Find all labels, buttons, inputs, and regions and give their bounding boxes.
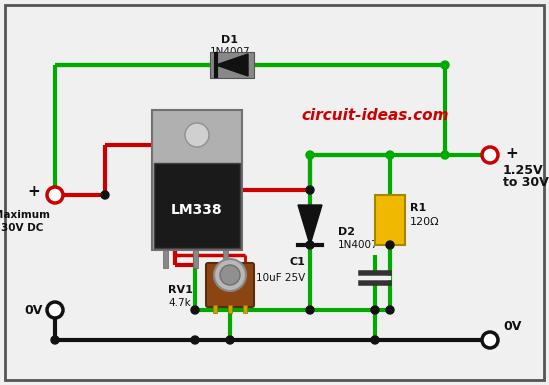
Text: RV1: RV1: [167, 285, 193, 295]
Circle shape: [220, 265, 240, 285]
Circle shape: [191, 306, 199, 314]
Text: C1: C1: [289, 257, 305, 267]
Bar: [210, 52, 254, 78]
Circle shape: [371, 306, 379, 314]
Circle shape: [51, 191, 59, 199]
Circle shape: [51, 336, 59, 344]
Text: 10uF 25V: 10uF 25V: [256, 273, 305, 283]
Bar: [222, 250, 227, 268]
Text: 1.25V: 1.25V: [503, 164, 544, 176]
Circle shape: [185, 123, 209, 147]
Circle shape: [101, 191, 109, 199]
Circle shape: [47, 187, 63, 203]
Circle shape: [306, 186, 314, 194]
Polygon shape: [298, 205, 322, 245]
Circle shape: [306, 151, 314, 159]
Polygon shape: [216, 54, 248, 76]
Circle shape: [441, 151, 449, 159]
Text: 30V DC: 30V DC: [1, 223, 43, 233]
Circle shape: [226, 336, 234, 344]
Text: 0V: 0V: [503, 320, 522, 333]
Text: 1N4007: 1N4007: [210, 47, 250, 57]
Circle shape: [306, 241, 314, 249]
Text: to 30V: to 30V: [503, 176, 549, 189]
FancyBboxPatch shape: [154, 163, 240, 248]
Circle shape: [47, 302, 63, 318]
Text: circuit-ideas.com: circuit-ideas.com: [301, 107, 449, 122]
Text: 4.7k: 4.7k: [169, 298, 192, 308]
FancyBboxPatch shape: [206, 263, 254, 307]
Circle shape: [371, 336, 379, 344]
Text: Maximum: Maximum: [0, 210, 51, 220]
Circle shape: [482, 332, 498, 348]
Circle shape: [386, 151, 394, 159]
Circle shape: [191, 336, 199, 344]
Bar: [228, 305, 232, 313]
Text: R1: R1: [410, 203, 426, 213]
Text: +: +: [27, 184, 41, 199]
Circle shape: [214, 259, 246, 291]
Text: 1N4007: 1N4007: [338, 240, 379, 250]
Text: D2: D2: [338, 227, 355, 237]
Bar: [243, 305, 247, 313]
Circle shape: [482, 147, 498, 163]
Bar: [213, 305, 217, 313]
Bar: [193, 250, 198, 268]
Bar: [375, 195, 405, 245]
Bar: [163, 250, 167, 268]
Circle shape: [386, 241, 394, 249]
Circle shape: [441, 61, 449, 69]
Text: 0V: 0V: [25, 303, 43, 316]
FancyBboxPatch shape: [152, 110, 242, 250]
Circle shape: [306, 306, 314, 314]
Text: +: +: [505, 146, 518, 161]
Text: D1: D1: [221, 35, 238, 45]
Text: 120Ω: 120Ω: [410, 217, 440, 227]
Circle shape: [386, 306, 394, 314]
Text: LM338: LM338: [171, 203, 223, 217]
